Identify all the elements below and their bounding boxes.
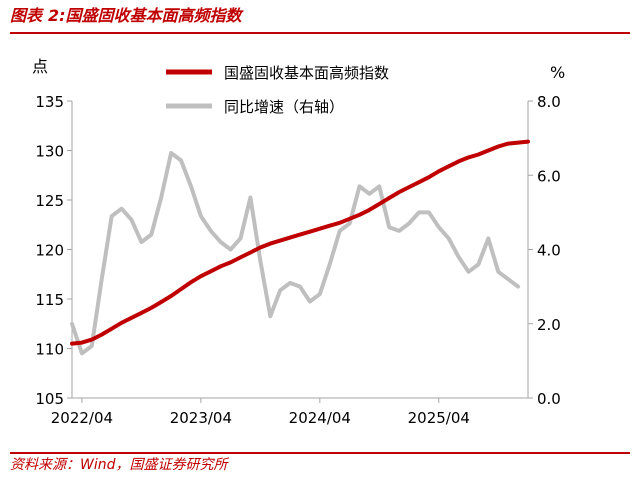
left-tick-label: 135 [35,93,64,111]
left-tick-label: 130 [35,143,64,161]
right-tick-label: 4.0 [537,242,561,260]
title-divider [10,32,630,34]
right-axis-unit: % [550,63,565,82]
series-line-1 [70,139,530,346]
right-tick-label: 0.0 [537,390,561,408]
figure-label: 图表 [10,6,43,25]
source-divider [10,452,630,454]
left-tick-label: 110 [35,341,64,359]
left-tick-label: 115 [35,291,64,309]
left-axis-unit: 点 [32,57,48,76]
figure-title: 图表 2:国盛固收基本面高频指数 [10,4,242,28]
left-tick-label: 105 [35,390,64,408]
left-tick-label: 120 [35,242,64,260]
x-tick-label: 2022/04 [51,409,113,427]
figure-number: 2: [48,6,66,25]
right-tick-label: 8.0 [537,93,561,111]
right-tick-label: 2.0 [537,316,561,334]
legend-label-2: 同比增速（右轴） [224,98,344,116]
x-tick-label: 2024/04 [289,409,351,427]
x-tick-label: 2025/04 [408,409,470,427]
left-tick-label: 125 [35,192,64,210]
right-tick-label: 6.0 [537,167,561,185]
x-tick-label: 2023/04 [170,409,232,427]
source-note: 资料来源：Wind，国盛证券研究所 [10,457,228,473]
legend-label-1: 国盛固收基本面高频指数 [224,64,389,82]
figure-name: 国盛固收基本面高频指数 [65,6,242,25]
series-line-2 [70,151,521,356]
